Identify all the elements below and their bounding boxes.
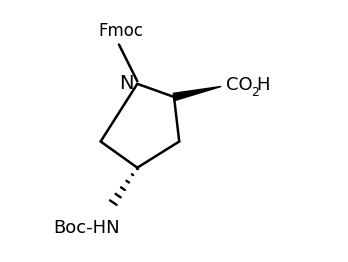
Text: Fmoc: Fmoc	[98, 23, 143, 40]
Text: N: N	[120, 74, 134, 93]
Text: 2: 2	[251, 86, 259, 99]
Text: H: H	[256, 76, 270, 94]
Polygon shape	[173, 86, 221, 101]
Text: Boc-HN: Boc-HN	[54, 219, 120, 237]
Text: CO: CO	[227, 76, 253, 94]
